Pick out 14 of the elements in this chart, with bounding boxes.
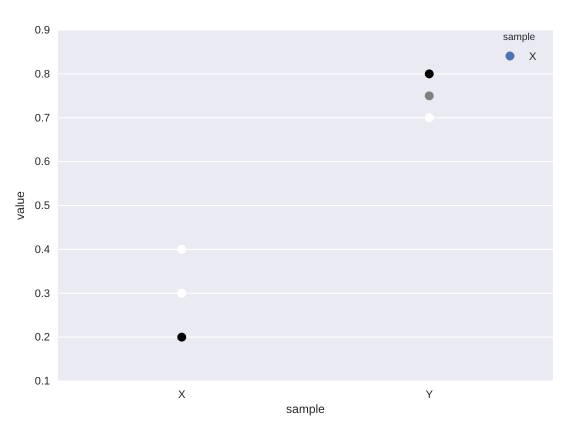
y-tick-label: 0.8 [34,68,50,80]
y-tick-label: 0.2 [34,332,50,344]
y-tick-label: 0.6 [34,156,50,168]
y-tick-label: 0.4 [34,244,50,256]
y-tick-label: 0.9 [34,24,50,37]
y-tick-label: 0.3 [34,288,50,300]
legend-title: sample [503,32,536,43]
y-axis-title: value [13,190,27,220]
y-tick-label: 0.1 [34,376,50,388]
text: X [529,50,537,63]
x-axis-title: sample [286,402,326,416]
y-tick-label: 0.7 [34,112,50,124]
x-tick-label: Y [426,389,434,401]
y-tick-label: 0.5 [34,200,50,212]
